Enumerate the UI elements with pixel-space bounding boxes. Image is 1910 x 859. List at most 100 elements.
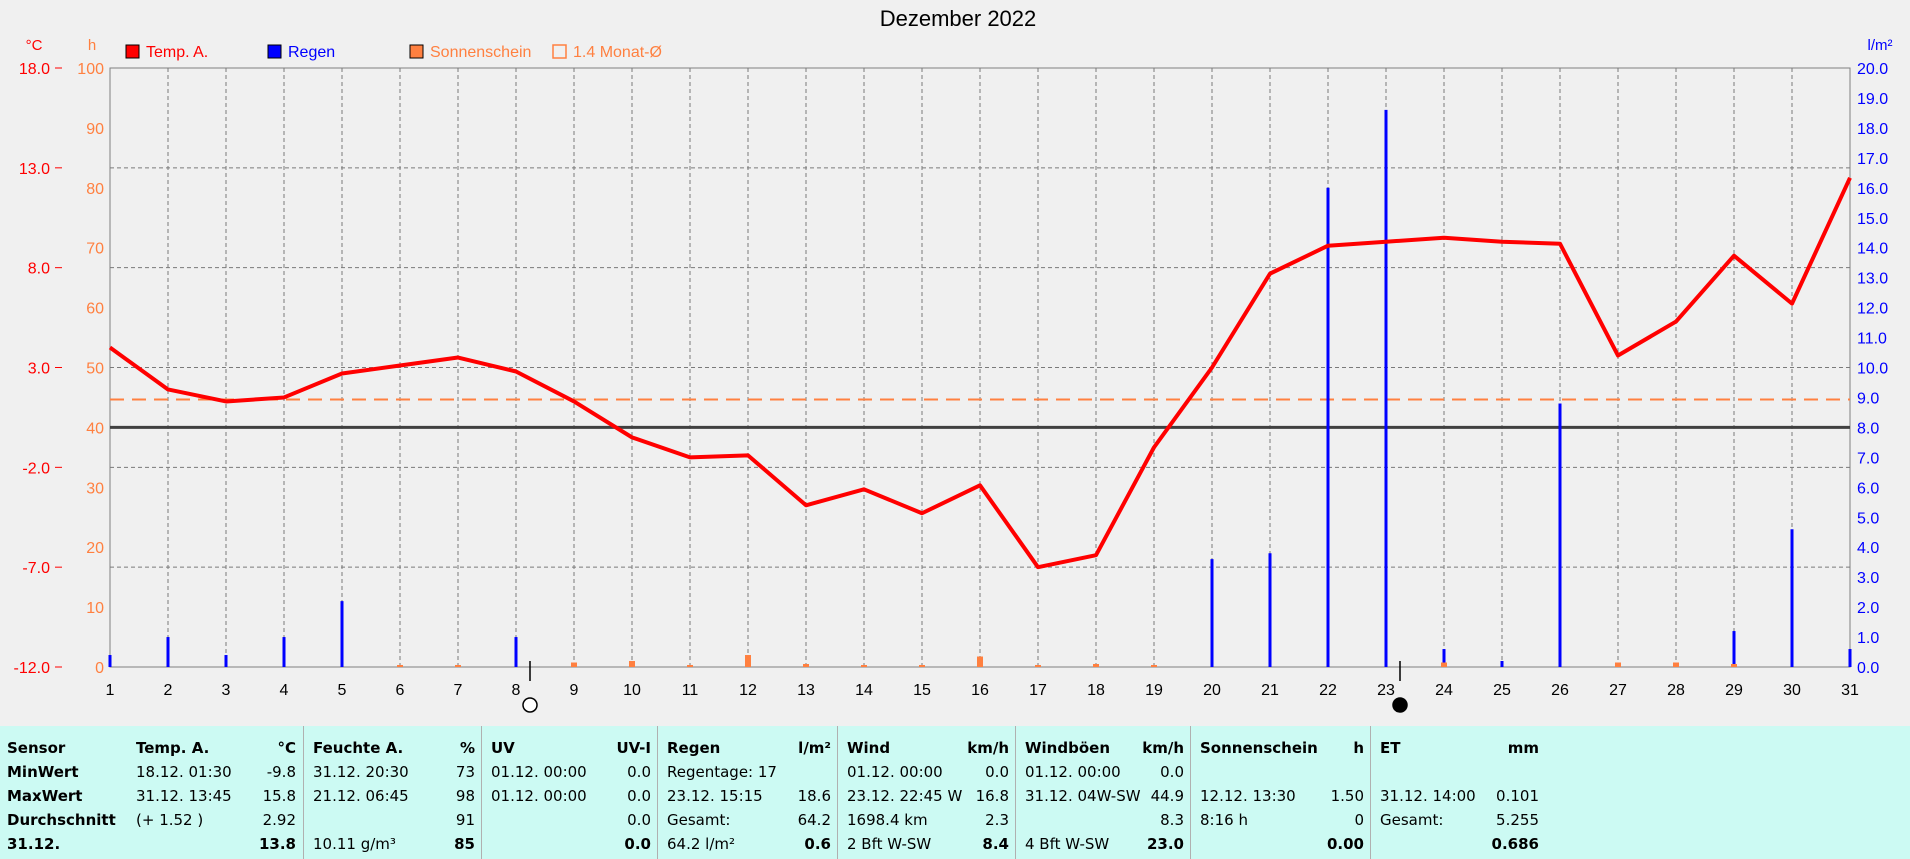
full-moon-icon — [522, 697, 538, 713]
row-label-sensor: Sensor — [7, 739, 66, 757]
legend-label: Temp. A. — [146, 44, 208, 61]
x-tick-label: 14 — [855, 682, 873, 699]
sunshine-bar — [1731, 664, 1737, 667]
x-tick-label: 31 — [1841, 682, 1859, 699]
sun-tick-label: 90 — [86, 121, 104, 138]
x-tick-label: 11 — [682, 682, 699, 699]
temp-tick-label: 8.0 — [28, 261, 50, 278]
x-tick-label: 20 — [1203, 682, 1221, 699]
stats-cell-value: 2.92 — [262, 811, 296, 829]
sun-tick-label: 40 — [86, 420, 104, 437]
x-tick-label: 27 — [1609, 682, 1627, 699]
stats-row-labels: Sensor MinWert MaxWert Durchschnitt 31.1… — [0, 726, 127, 859]
stats-cell-label: 4 Bft W-SW — [1025, 835, 1110, 853]
rain-tick-label: 18.0 — [1857, 121, 1888, 138]
x-tick-label: 12 — [739, 682, 757, 699]
stats-column-title: ET — [1380, 739, 1401, 757]
x-tick-label: 3 — [222, 682, 231, 699]
sun-tick-label: 20 — [86, 540, 104, 557]
rain-tick-label: 19.0 — [1857, 91, 1888, 108]
temp-tick-label: 18.0 — [19, 61, 50, 78]
row-label-min: MinWert — [7, 763, 79, 781]
sunshine-bar — [1093, 664, 1099, 667]
stats-column-unit: km/h — [967, 739, 1009, 757]
stats-column: Regen l/m² Regentage: 17 23.12. 15:15 18.6 Ge… — [657, 726, 838, 859]
x-tick-label: 18 — [1087, 682, 1105, 699]
x-tick-label: 30 — [1783, 682, 1801, 699]
rain-tick-label: 2.0 — [1857, 600, 1879, 617]
stats-cell-value: -9.8 — [266, 763, 296, 781]
sunshine-bar — [1441, 662, 1447, 667]
x-tick-label: 13 — [797, 682, 815, 699]
temp-tick-label: -12.0 — [14, 660, 51, 677]
stats-cell-value: 0.0 — [624, 835, 651, 853]
stats-cell-value: 0.686 — [1491, 835, 1539, 853]
stats-column-unit: l/m² — [798, 739, 831, 757]
rain-tick-label: 8.0 — [1857, 420, 1879, 437]
stats-column: UV UV-I 01.12. 00:00 0.0 01.12. 00:00 0.0 0.0 0… — [481, 726, 658, 859]
sun-axis-unit: h — [88, 37, 96, 54]
stats-cell-label: Gesamt: — [1380, 811, 1444, 829]
stats-cell-label: 31.12. 13:45 — [136, 787, 232, 805]
new-moon-icon — [1392, 697, 1408, 713]
stats-cell-value: 0 — [1354, 811, 1364, 829]
stats-column-unit: °C — [277, 739, 296, 757]
stats-cell-value: 91 — [455, 811, 475, 829]
stats-cell-label: 18.12. 01:30 — [136, 763, 232, 781]
stats-cell-value: 23.0 — [1146, 835, 1184, 853]
sunshine-bar — [1615, 662, 1621, 667]
rain-tick-label: 12.0 — [1857, 301, 1888, 318]
stats-column: ET mm 31.12. 14:00 0.101 Gesamt: 5.255 0.686 — [1370, 726, 1546, 859]
chart-title: Dezember 2022 — [880, 6, 1037, 31]
rain-tick-label: 1.0 — [1857, 630, 1879, 647]
stats-cell-value: 0.0 — [985, 763, 1009, 781]
x-tick-label: 25 — [1493, 682, 1511, 699]
stats-column-title: Sonnenschein — [1200, 739, 1318, 757]
rain-tick-label: 10.0 — [1857, 361, 1888, 378]
sun-tick-label: 0 — [95, 660, 104, 677]
stats-column-unit: h — [1353, 739, 1364, 757]
sun-tick-label: 100 — [77, 61, 104, 78]
sun-tick-label: 70 — [86, 241, 104, 258]
stats-column-unit: mm — [1507, 739, 1539, 757]
stats-cell-value: 13.8 — [258, 835, 296, 853]
stats-cell-value: 0.0 — [1160, 763, 1184, 781]
chart-svg: Dezember 2022°C h l/m²18.013.08.03.0-2.0-7… — [14, 6, 1893, 713]
stats-cell-label: 23.12. 22:45 W — [847, 787, 963, 805]
x-tick-label: 21 — [1261, 682, 1279, 699]
temp-tick-label: -7.0 — [22, 560, 50, 577]
temp-tick-label: -2.0 — [22, 460, 50, 477]
sunshine-marker — [687, 665, 693, 667]
sun-tick-label: 80 — [86, 181, 104, 198]
legend-swatch — [552, 44, 567, 59]
stats-cell-label: 31.12. 04W-SW — [1025, 787, 1141, 805]
legend-label: Sonnenschein — [430, 44, 531, 61]
x-tick-label: 4 — [280, 682, 289, 699]
sun-tick-label: 50 — [86, 361, 104, 378]
temp-tick-label: 13.0 — [19, 161, 50, 178]
stats-column-title: Regen — [667, 739, 721, 757]
stats-cell-value: 98 — [455, 787, 475, 805]
sunshine-bar — [571, 662, 577, 667]
row-label-current: 31.12. — [7, 835, 61, 853]
stats-cell-label: 31.12. 20:30 — [313, 763, 409, 781]
rain-tick-label: 9.0 — [1857, 390, 1879, 407]
stats-column-title: Wind — [847, 739, 891, 757]
sun-tick-label: 10 — [86, 600, 104, 617]
stats-cell-value: 16.8 — [975, 787, 1009, 805]
rain-tick-label: 11.0 — [1857, 331, 1887, 348]
legend-swatch — [409, 44, 424, 59]
stats-cell-value: 85 — [454, 835, 475, 853]
x-tick-label: 17 — [1029, 682, 1047, 699]
rain-tick-label: 6.0 — [1857, 480, 1879, 497]
stats-cell-value: 44.9 — [1150, 787, 1184, 805]
x-tick-label: 5 — [338, 682, 347, 699]
legend-swatch — [125, 44, 140, 59]
x-tick-label: 9 — [570, 682, 579, 699]
rain-axis-unit: l/m² — [1868, 37, 1893, 54]
stats-cell-label: 12.12. 13:30 — [1200, 787, 1296, 805]
rain-tick-label: 4.0 — [1857, 540, 1879, 557]
stats-cell-label: 01.12. 00:00 — [847, 763, 943, 781]
legend-label: 1.4 Monat-Ø — [573, 44, 662, 61]
sunshine-bar — [629, 661, 635, 667]
